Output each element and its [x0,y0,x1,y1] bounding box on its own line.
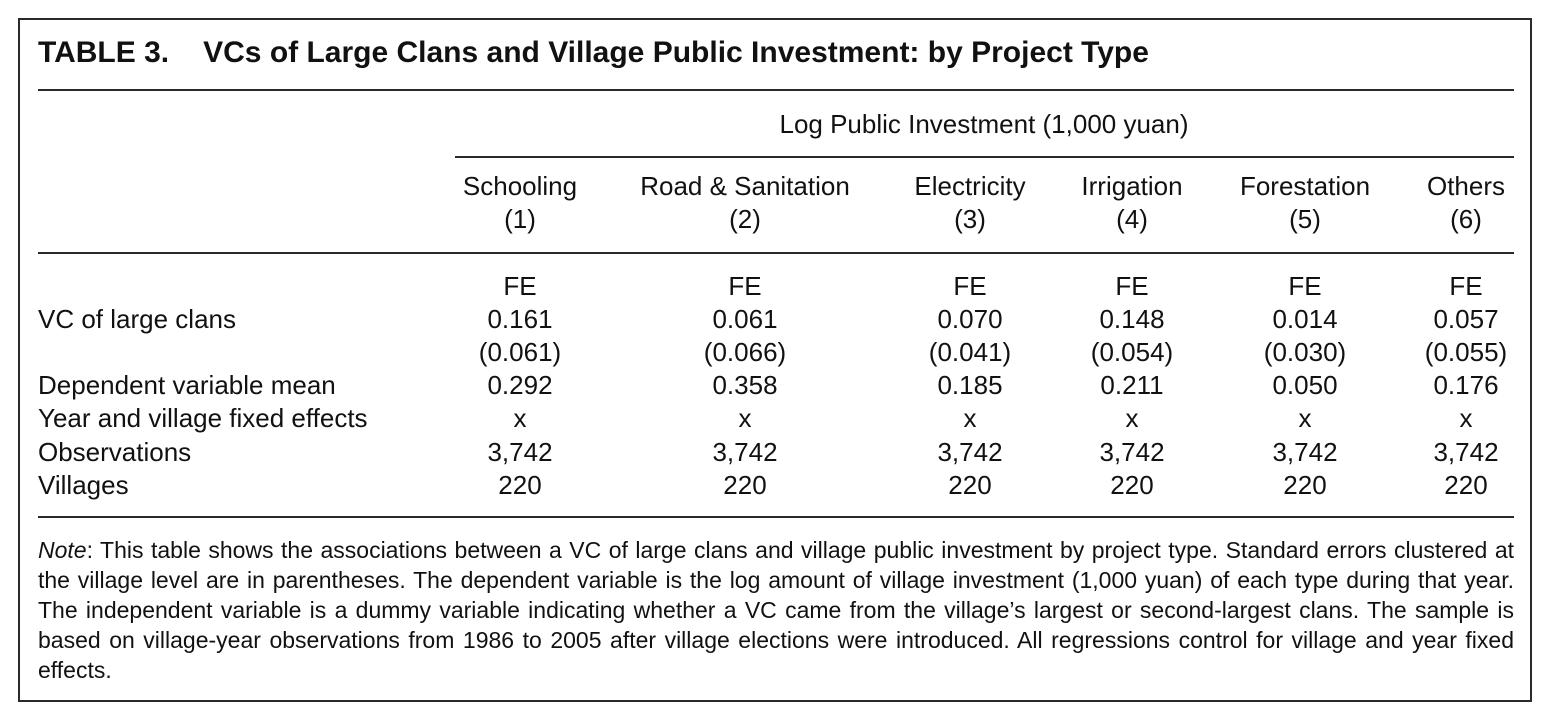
table-title-text: VCs of Large Clans and Village Public In… [203,36,1149,69]
table-cell: x [1459,403,1473,433]
table-cell: 0.161 [487,304,553,334]
table-cell: (0.061) [478,337,562,367]
method-cell: FE [503,271,537,301]
table-cell: 220 [948,470,992,500]
column-header-number: (4) [1116,204,1148,234]
table-cell: 220 [1110,470,1154,500]
row-label: Observations [38,437,192,467]
note-label: Note [38,537,87,563]
column-header-name: Others [1426,171,1506,201]
column-header-name: Schooling [462,171,578,201]
row-label: VC of large clans [38,304,236,334]
table-cell: 0.050 [1272,370,1338,400]
table-cell: 220 [498,470,542,500]
table-cell: 0.176 [1433,370,1499,400]
column-header-name: Electricity [914,171,1026,201]
table-title: TABLE 3. VCs of Large Clans and Village P… [38,36,1149,70]
column-header-number: (5) [1289,204,1321,234]
column-header-name: Road & Sanitation [640,171,850,201]
table-cell: (0.066) [703,337,787,367]
table-cell: 3,742 [712,437,778,467]
column-header-number: (1) [504,204,536,234]
row-label: Year and village fixed effects [38,403,368,433]
table-cell: 220 [1283,470,1327,500]
method-cell: FE [1288,271,1322,301]
table-cell: (0.054) [1090,337,1174,367]
table-cell: x [1125,403,1139,433]
table-cell: 0.057 [1433,304,1499,334]
table-cell: 3,742 [1433,437,1499,467]
column-header-name: Irrigation [1081,171,1183,201]
method-cell: FE [728,271,762,301]
table-cell: x [1298,403,1312,433]
row-label: Villages [38,470,129,500]
method-cell: FE [953,271,987,301]
table-cell: 0.061 [712,304,778,334]
column-header-name: Forestation [1239,171,1371,201]
table-cell: 0.358 [712,370,778,400]
table-cell: 3,742 [1099,437,1165,467]
table-cell: 0.014 [1272,304,1338,334]
table-cell: 0.070 [937,304,1003,334]
header-rule [38,252,1514,254]
table-cell: (0.030) [1263,337,1347,367]
table-cell: (0.041) [928,337,1012,367]
table-cell: 220 [1444,470,1488,500]
table-cell: 3,742 [1272,437,1338,467]
table-note: Note: This table shows the associations … [38,535,1514,685]
table-cell: x [738,403,752,433]
table-frame [18,18,1532,702]
column-header-number: (3) [954,204,986,234]
table-cell: 0.185 [937,370,1003,400]
method-cell: FE [1115,271,1149,301]
spanner-rule [455,156,1514,158]
column-header-number: (6) [1450,204,1482,234]
table-cell: 0.292 [487,370,553,400]
table-cell: 0.148 [1099,304,1165,334]
column-spanner: Log Public Investment (1,000 yuan) [779,109,1189,139]
table-cell: (0.055) [1424,337,1508,367]
bottom-rule [38,516,1514,518]
top-rule [38,89,1514,91]
column-header-number: (2) [729,204,761,234]
note-text: : This table shows the associations betw… [38,537,1514,683]
table-cell: 3,742 [937,437,1003,467]
table-number: TABLE 3. [38,36,170,69]
table-cell: x [963,403,977,433]
method-cell: FE [1449,271,1483,301]
row-label: Dependent variable mean [38,370,336,400]
table-cell: x [513,403,527,433]
table-cell: 220 [723,470,767,500]
table-cell: 3,742 [487,437,553,467]
table-cell: 0.211 [1100,370,1164,400]
